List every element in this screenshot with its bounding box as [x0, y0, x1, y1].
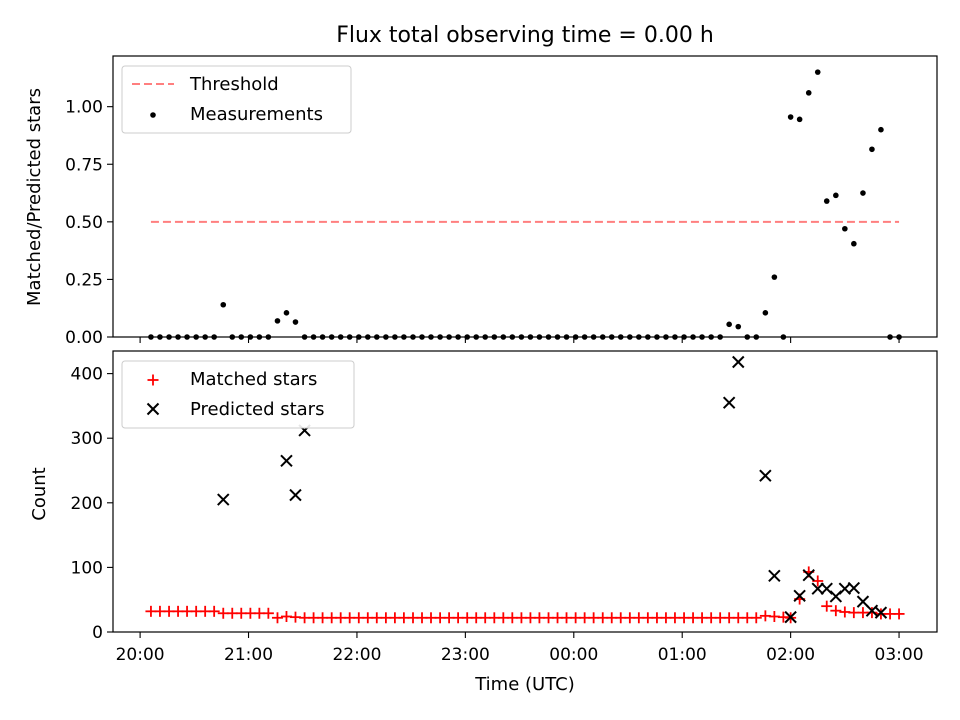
measurement-point	[796, 116, 803, 123]
matched-star-point	[866, 607, 878, 619]
x-axis-label: Time (UTC)	[474, 674, 575, 695]
top-y-axis-label: Matched/Predicted stars	[24, 88, 45, 306]
legend-matched-marker	[147, 374, 159, 386]
predicted-star-point	[811, 582, 824, 595]
bottom-y-tick-label: 200	[71, 494, 103, 514]
measurement-point	[735, 323, 742, 330]
bottom-legend: Matched stars Predicted stars	[121, 360, 355, 429]
top-plot-data	[148, 69, 902, 340]
predicted-star-point	[759, 469, 772, 482]
legend-matched-label: Matched stars	[190, 369, 317, 390]
measurement-point	[787, 114, 794, 120]
bottom-y-tick-label: 100	[71, 558, 103, 578]
matched-star-point	[208, 605, 220, 617]
measurement-point	[283, 310, 290, 316]
measurement-point	[292, 319, 299, 325]
top-y-tick-label: 0.50	[65, 213, 103, 233]
x-tick-label: 21:00	[224, 645, 273, 665]
x-tick-label: 22:00	[332, 645, 381, 665]
x-tick-label: 00:00	[549, 645, 598, 665]
top-y-tick-label: 0.25	[65, 270, 103, 290]
top-legend-box	[121, 65, 352, 134]
top-ratio-panel: 0.00 0.25 0.50 0.75 1.00 Matched/Predicted s…	[24, 55, 938, 348]
top-legend: Threshold Measurements	[121, 65, 352, 134]
matched-star-point	[271, 612, 283, 624]
bottom-y-axis-label: Count	[29, 467, 50, 520]
predicted-star-point	[874, 606, 888, 619]
legend-predicted-marker	[146, 402, 160, 416]
measurement-point	[842, 225, 848, 232]
top-plot-frame	[112, 55, 938, 338]
measurement-point	[762, 310, 769, 316]
predicted-star-point	[289, 488, 302, 502]
bottom-count-panel: 0 100 200 300 400 20:00 21:00 22:00 23:00 00:00 01…	[29, 350, 938, 695]
matched-star-point	[812, 575, 824, 587]
measurement-point	[878, 126, 884, 133]
matched-star-point	[830, 605, 842, 617]
top-y-tick-label: 0.00	[65, 328, 103, 348]
legend-plus-glyph	[147, 374, 159, 386]
top-y-tick-label: 0.75	[65, 155, 103, 175]
bottom-y-tick-label: 0	[92, 623, 103, 643]
measurement-point	[220, 301, 227, 308]
measurement-point	[869, 146, 875, 153]
predicted-star-point	[217, 493, 230, 506]
x-tick-label: 02:00	[766, 645, 815, 665]
legend-measurements-marker	[150, 112, 156, 118]
top-y-tick-label: 1.00	[65, 98, 103, 118]
figure-title: Flux total observing time = 0.00 h	[336, 23, 714, 48]
predicted-star-point	[847, 581, 861, 595]
bottom-plot-frame	[112, 350, 938, 633]
measurement-point	[805, 90, 812, 96]
predicted-star-point	[793, 589, 806, 603]
legend-predicted-label: Predicted stars	[190, 399, 324, 420]
measurement-point	[823, 198, 830, 204]
x-tick-label: 03:00	[875, 645, 924, 665]
bottom-plot-data	[145, 355, 905, 624]
predicted-star-point	[722, 396, 736, 409]
predicted-star-point	[768, 569, 781, 583]
measurement-point	[726, 321, 732, 328]
matched-star-point	[750, 612, 762, 624]
x-tick-label: 01:00	[658, 645, 707, 665]
measurement-point	[771, 274, 778, 280]
measurement-point	[814, 69, 821, 75]
bottom-y-tick-label: 400	[71, 365, 103, 385]
legend-threshold-label: Threshold	[189, 74, 279, 95]
measurement-point	[860, 190, 866, 196]
measurement-point	[833, 192, 839, 199]
predicted-star-point	[784, 610, 797, 624]
matched-star-point	[262, 607, 274, 619]
measurement-point	[274, 318, 281, 324]
predicted-star-point	[280, 454, 293, 468]
bottom-y-tick-label: 300	[71, 429, 103, 449]
measurement-point	[851, 240, 857, 247]
x-tick-label: 20:00	[116, 645, 165, 665]
bottom-axes: 0 100 200 300 400 20:00 21:00 22:00 23:00 00:00 01…	[71, 365, 924, 665]
legend-x-glyph	[146, 402, 160, 416]
predicted-star-point	[802, 568, 815, 582]
legend-measurements-label: Measurements	[190, 104, 323, 125]
predicted-star-point	[732, 355, 745, 369]
top-axes: 0.00 0.25 0.50 0.75 1.00	[65, 98, 900, 348]
x-tick-label: 23:00	[441, 645, 490, 665]
matched-star-point	[893, 608, 905, 620]
matched-star-point	[821, 600, 833, 612]
bottom-legend-box	[121, 360, 355, 429]
